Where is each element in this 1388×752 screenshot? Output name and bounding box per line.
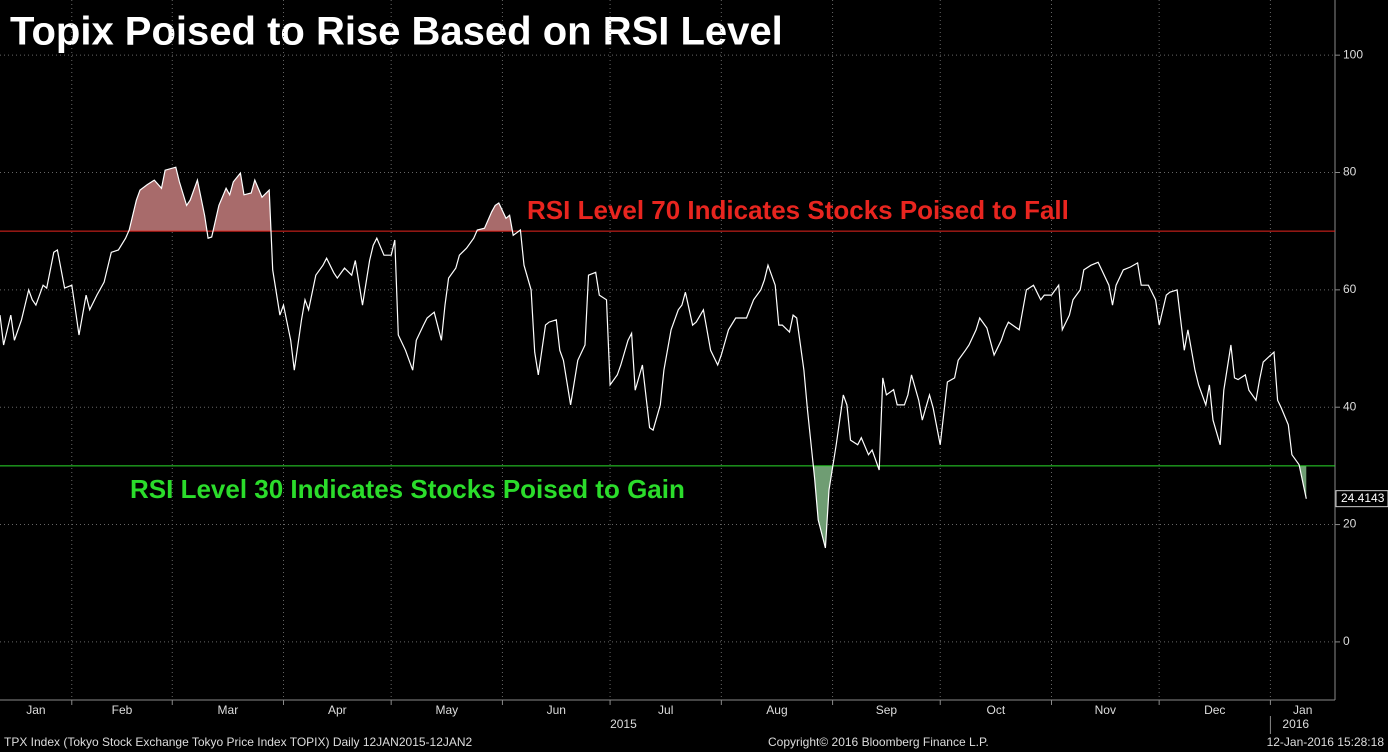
threshold-fill: [128, 167, 521, 232]
footer-source: TPX Index (Tokyo Stock Exchange Tokyo Pr…: [4, 735, 473, 749]
x-tick-label: Aug: [766, 703, 787, 717]
x-tick-label: Jul: [658, 703, 673, 717]
y-tick-label: 100: [1343, 47, 1363, 61]
y-tick-label: 60: [1343, 282, 1357, 296]
last-value-box: [1335, 490, 1388, 508]
y-tick-label: 80: [1343, 165, 1357, 179]
y-tick-label: 0: [1343, 634, 1350, 648]
x-tick-label: Oct: [987, 703, 1006, 717]
x-tick-label: Mar: [218, 703, 239, 717]
x-tick-label: Nov: [1095, 703, 1116, 717]
x-tick-label: Jan: [1293, 703, 1312, 717]
x-tick-label: Dec: [1204, 703, 1225, 717]
x-tick-label: Feb: [112, 703, 133, 717]
x-tick-label: May: [435, 703, 458, 717]
annotation: RSI Level 70 Indicates Stocks Poised to …: [527, 195, 1069, 225]
y-tick-label: 40: [1343, 399, 1357, 413]
chart-title: Topix Poised to Rise Based on RSI Level: [10, 10, 783, 54]
y-tick-label: 20: [1343, 517, 1357, 531]
year-label: 2015: [610, 717, 637, 731]
annotation: RSI Level 30 Indicates Stocks Poised to …: [130, 474, 685, 504]
footer-copyright: Copyright© 2016 Bloomberg Finance L.P.: [768, 735, 989, 749]
x-tick-label: Jun: [547, 703, 566, 717]
year-label: 2016: [1282, 717, 1309, 731]
rsi-line: [0, 166, 1307, 549]
footer-timestamp: 12-Jan-2016 15:28:18: [1267, 735, 1385, 749]
x-tick-label: Sep: [876, 703, 898, 717]
x-tick-label: Apr: [328, 703, 347, 717]
x-tick-label: Jan: [26, 703, 45, 717]
grid: [0, 0, 1335, 700]
last-value-label: 24.4143: [1341, 491, 1385, 505]
